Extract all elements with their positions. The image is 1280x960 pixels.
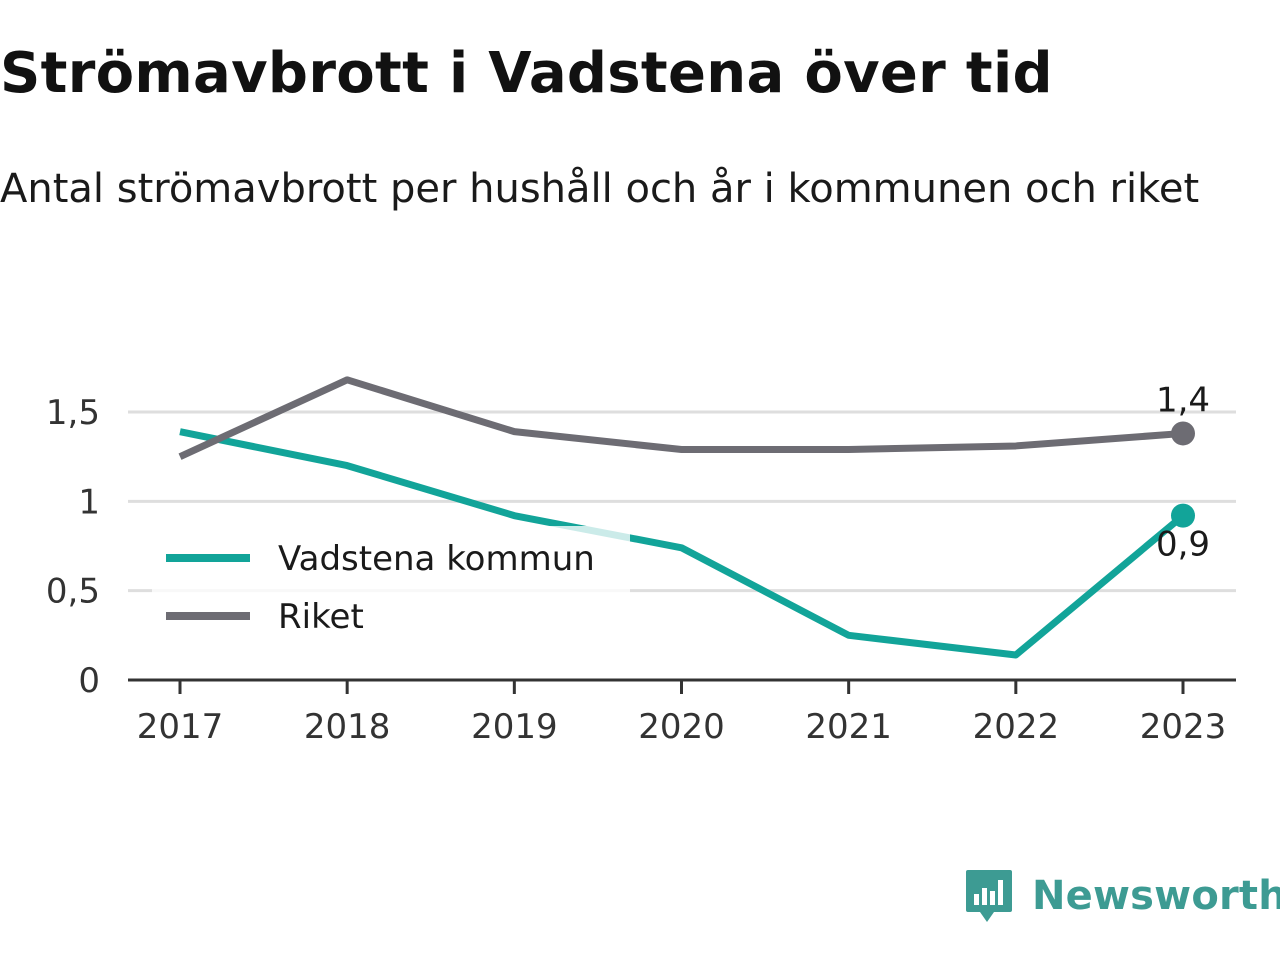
y-tick-label: 1,5 bbox=[46, 393, 100, 433]
series-lines bbox=[178, 376, 1195, 659]
legend: Vadstena kommun Riket bbox=[152, 526, 630, 646]
legend-label: Riket bbox=[278, 597, 364, 637]
x-axis: 2017 2018 2019 2020 2021 2022 2023 bbox=[128, 678, 1236, 747]
brand-name: Newsworthy bbox=[1032, 873, 1280, 919]
brand-logo: Newsworthy bbox=[964, 864, 1280, 928]
y-tick-label: 0 bbox=[78, 661, 100, 701]
legend-backdrop bbox=[152, 526, 630, 646]
chart-subtitle: Antal strömavbrott per hushåll och år i … bbox=[0, 166, 1200, 212]
series-end-point bbox=[1171, 503, 1195, 528]
y-tick-label: 0,5 bbox=[46, 572, 100, 612]
y-tick-label: 1 bbox=[78, 482, 100, 522]
x-tick-label: 2019 bbox=[471, 707, 558, 747]
x-tick-label: 2018 bbox=[304, 707, 391, 747]
end-label-riket: 1,4 bbox=[1156, 380, 1210, 420]
x-tick-label: 2020 bbox=[638, 707, 725, 747]
end-labels: 1,4 0,9 bbox=[1156, 380, 1210, 564]
legend-label: Vadstena kommun bbox=[278, 539, 595, 579]
y-axis-ticks: 0 0,5 1 1,5 bbox=[46, 393, 100, 701]
newsworthy-logo-icon bbox=[966, 870, 1012, 922]
x-tick-label: 2023 bbox=[1140, 707, 1227, 747]
series-end-point bbox=[1171, 421, 1195, 446]
x-tick-label: 2017 bbox=[137, 707, 224, 747]
end-label-vadstena: 0,9 bbox=[1156, 525, 1210, 565]
x-tick-label: 2021 bbox=[805, 707, 892, 747]
series-line-vadstena bbox=[179, 428, 1186, 659]
series-line-riket bbox=[178, 376, 1184, 460]
chart-title: Strömavbrott i Vadstena över tid bbox=[0, 41, 1053, 106]
x-tick-label: 2022 bbox=[973, 707, 1060, 747]
